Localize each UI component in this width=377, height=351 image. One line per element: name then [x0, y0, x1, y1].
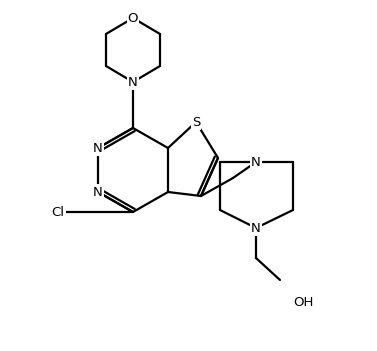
- Text: N: N: [93, 185, 103, 199]
- Text: S: S: [192, 115, 200, 128]
- Text: N: N: [128, 75, 138, 88]
- Text: N: N: [93, 141, 103, 154]
- Text: Cl: Cl: [52, 205, 64, 219]
- Text: N: N: [251, 155, 261, 168]
- Text: OH: OH: [293, 296, 313, 309]
- Text: O: O: [128, 12, 138, 25]
- Text: N: N: [251, 221, 261, 234]
